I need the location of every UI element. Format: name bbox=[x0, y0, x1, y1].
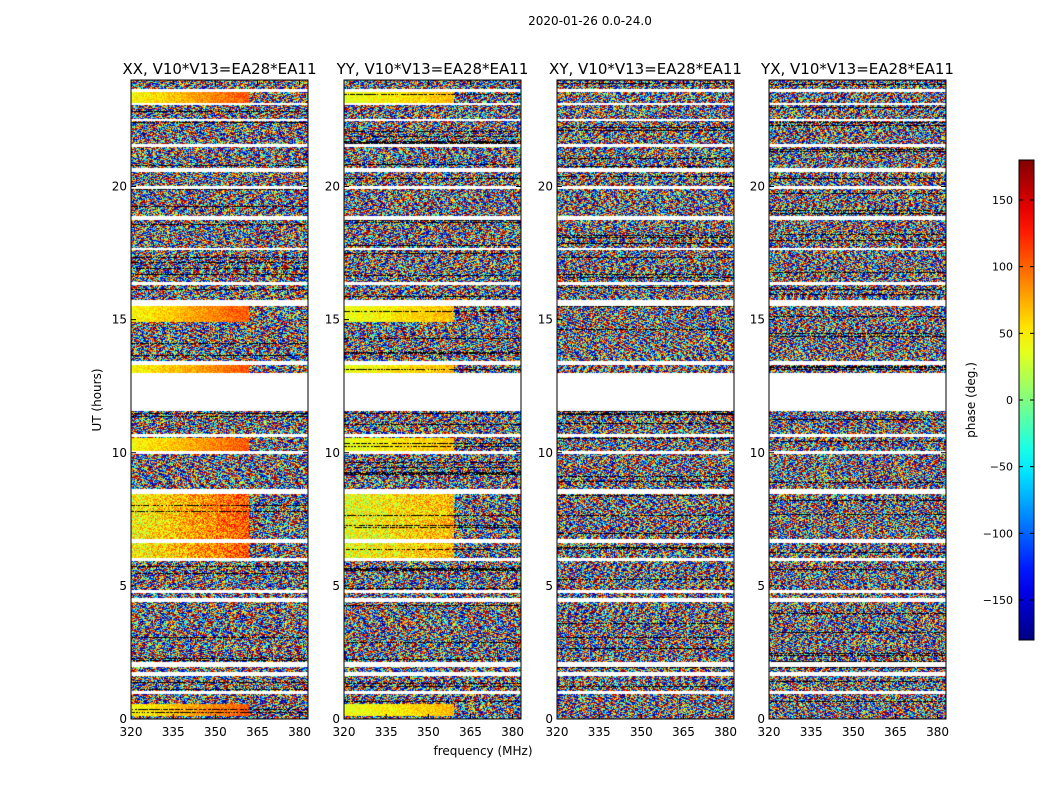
panel-frame bbox=[768, 79, 947, 720]
colorbar-tick-label: −100 bbox=[983, 527, 1013, 540]
y-tick-label: 0 bbox=[119, 712, 127, 726]
phase-waterfall-xy bbox=[557, 80, 734, 719]
x-tick-label: 365 bbox=[459, 725, 482, 739]
y-axis-label: UT (hours) bbox=[90, 368, 104, 431]
x-tick-label: 350 bbox=[204, 725, 227, 739]
figure-suptitle: 2020-01-26 0.0-24.0 bbox=[528, 14, 652, 28]
y-tick-label: 5 bbox=[545, 579, 553, 593]
x-tick-label: 380 bbox=[714, 725, 737, 739]
x-tick-label: 380 bbox=[288, 725, 311, 739]
phase-waterfall-yx bbox=[769, 80, 946, 719]
x-tick-label: 365 bbox=[884, 725, 907, 739]
colorbar-tick-label: 50 bbox=[999, 327, 1013, 340]
colorbar-tick-label: −50 bbox=[990, 461, 1013, 474]
y-tick-label: 5 bbox=[757, 579, 765, 593]
phase-waterfall-xx bbox=[131, 80, 308, 719]
y-tick-label: 20 bbox=[750, 180, 765, 194]
x-tick-label: 335 bbox=[800, 725, 823, 739]
panel-frame bbox=[556, 79, 735, 720]
y-tick-label: 10 bbox=[538, 446, 553, 460]
x-tick-label: 335 bbox=[162, 725, 185, 739]
y-tick-label: 15 bbox=[112, 313, 127, 327]
y-tick-label: 15 bbox=[538, 313, 553, 327]
x-tick-label: 365 bbox=[246, 725, 269, 739]
colorbar-tick-label: 100 bbox=[992, 261, 1013, 274]
y-tick-label: 20 bbox=[538, 180, 553, 194]
x-tick-label: 335 bbox=[588, 725, 611, 739]
colorbar-tick-label: 150 bbox=[992, 194, 1013, 207]
x-tick-label: 320 bbox=[333, 725, 356, 739]
y-tick-label: 5 bbox=[119, 579, 127, 593]
x-tick-label: 350 bbox=[630, 725, 653, 739]
y-tick-label: 15 bbox=[325, 313, 340, 327]
y-tick-label: 0 bbox=[545, 712, 553, 726]
panel-frame bbox=[130, 79, 309, 720]
panel-title: YY, V10*V13=EA28*EA11 bbox=[336, 60, 529, 78]
x-tick-label: 320 bbox=[120, 725, 143, 739]
y-tick-label: 10 bbox=[325, 446, 340, 460]
y-tick-label: 10 bbox=[750, 446, 765, 460]
x-tick-label: 380 bbox=[926, 725, 949, 739]
x-tick-label: 320 bbox=[546, 725, 569, 739]
panel-yx: YX, V10*V13=EA28*EA11 320 335 350 365 380 0 5 10… bbox=[750, 60, 954, 739]
y-tick-label: 0 bbox=[332, 712, 340, 726]
y-tick-label: 20 bbox=[112, 180, 127, 194]
x-tick-label: 365 bbox=[672, 725, 695, 739]
panel-xy: XY, V10*V13=EA28*EA11 320 335 350 365 380 0 5 10… bbox=[538, 60, 742, 739]
y-tick-label: 20 bbox=[325, 180, 340, 194]
panel-frame bbox=[343, 79, 522, 720]
y-tick-label: 15 bbox=[750, 313, 765, 327]
y-tick-label: 10 bbox=[112, 446, 127, 460]
panel-title: YX, V10*V13=EA28*EA11 bbox=[760, 60, 954, 78]
y-tick-label: 0 bbox=[757, 712, 765, 726]
y-tick-label: 5 bbox=[332, 579, 340, 593]
phase-waterfall-yy bbox=[344, 80, 521, 719]
x-tick-label: 350 bbox=[417, 725, 440, 739]
x-tick-label: 380 bbox=[501, 725, 524, 739]
colorbar-tick-label: −150 bbox=[983, 594, 1013, 607]
panel-title: XY, V10*V13=EA28*EA11 bbox=[549, 60, 742, 78]
colorbar: −150 −100 −50 0 50 100 150 bbox=[983, 159, 1035, 641]
x-tick-label: 335 bbox=[375, 725, 398, 739]
panel-yy: YY, V10*V13=EA28*EA11 320 335 350 365 380 0 5 10… bbox=[325, 60, 529, 739]
x-axis-label: frequency (MHz) bbox=[433, 744, 532, 758]
panel-xx: XX, V10*V13=EA28*EA11 320 335 350 365 380 0 5 10… bbox=[112, 60, 317, 739]
colorbar-tick-label: 0 bbox=[1006, 394, 1013, 407]
x-tick-label: 320 bbox=[758, 725, 781, 739]
colorbar-label: phase (deg.) bbox=[964, 362, 978, 438]
x-tick-label: 350 bbox=[842, 725, 865, 739]
panel-title: XX, V10*V13=EA28*EA11 bbox=[122, 60, 316, 78]
